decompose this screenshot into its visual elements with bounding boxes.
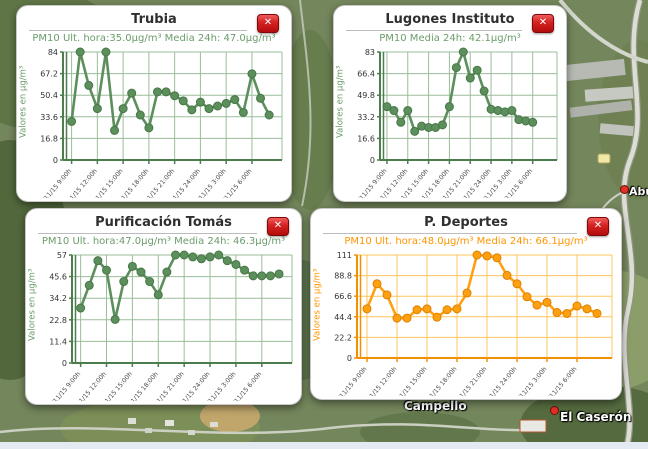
chart-subtitle: PM10 Ult. hora:47.0µg/m³ Media 24h: 46.3…	[41, 236, 286, 247]
close-icon: ✕	[263, 17, 273, 28]
pm10-line-chart: 0 16.6 33.2 49.8 66.4 83 18/11/15 9:00h 18/11/1…	[346, 46, 561, 212]
svg-text:18/11/15 9:00h: 18/11/15 9:00h	[332, 366, 368, 396]
svg-text:66.6: 66.6	[334, 292, 352, 301]
map-label-el-caseron: El Caserón	[560, 410, 632, 424]
svg-text:0: 0	[62, 359, 67, 368]
svg-text:18/11/15 9:00h: 18/11/15 9:00h	[37, 168, 73, 198]
svg-text:83: 83	[365, 48, 375, 57]
title-separator	[346, 30, 522, 31]
close-button[interactable]: ✕	[532, 14, 554, 33]
station-panel-lugones-instituto: Lugones Instituto ✕ PM10 Media 24h: 42.1…	[333, 5, 567, 212]
svg-text:18/11/15 9:00h: 18/11/15 9:00h	[46, 371, 82, 401]
svg-text:34.2: 34.2	[49, 294, 67, 303]
svg-text:49.8: 49.8	[357, 91, 375, 100]
station-panel-p-deportes: P. Deportes ✕ PM10 Ult. hora:48.0µg/m³ M…	[310, 208, 622, 410]
close-icon: ✕	[273, 220, 283, 231]
svg-text:67.2: 67.2	[40, 70, 58, 79]
close-icon: ✕	[593, 220, 603, 231]
panel-title: Trubia	[131, 12, 177, 27]
panel-title: P. Deportes	[424, 215, 508, 230]
close-button[interactable]: ✕	[267, 217, 289, 236]
svg-text:111: 111	[337, 251, 352, 260]
svg-text:33.6: 33.6	[40, 113, 58, 122]
panel-title: Lugones Instituto	[385, 12, 515, 27]
map-marker-dot[interactable]	[550, 406, 559, 415]
svg-text:57: 57	[57, 251, 67, 260]
map-label-abu: Abu	[629, 185, 648, 198]
map-label-campello: Campello	[404, 399, 467, 413]
svg-text:11.4: 11.4	[49, 337, 67, 346]
pm10-line-chart: 0 11.4 22.8 34.2 45.6 57 18/11/15 9:00h 18/11/1…	[38, 249, 296, 415]
svg-text:88.8: 88.8	[334, 272, 352, 281]
svg-text:16.8: 16.8	[40, 134, 58, 143]
chart-subtitle: PM10 Ult. hora:35.0µg/m³ Media 24h: 47.0…	[32, 33, 276, 44]
chart-subtitle: PM10 Ult. hora:48.0µg/m³ Media 24h: 66.1…	[344, 236, 588, 247]
map-marker-dot[interactable]	[620, 185, 629, 194]
svg-text:44.4: 44.4	[334, 313, 352, 322]
pm10-line-chart: 0 22.2 44.4 66.6 88.8 111 18/11/15 9:00h 18/11/…	[323, 249, 616, 410]
svg-text:16.6: 16.6	[357, 134, 375, 143]
panel-title: Purificación Tomás	[95, 215, 232, 230]
svg-text:66.4: 66.4	[357, 70, 375, 79]
close-button[interactable]: ✕	[257, 14, 279, 33]
station-panel-purificacion-tomas: Purificación Tomás ✕ PM10 Ult. hora:47.0…	[25, 208, 302, 415]
chart-subtitle: PM10 Media 24h: 42.1µg/m³	[379, 33, 521, 44]
svg-text:22.8: 22.8	[49, 316, 67, 325]
bottom-strip	[0, 442, 648, 449]
title-separator	[38, 233, 257, 234]
title-separator	[323, 233, 577, 234]
svg-text:45.6: 45.6	[49, 273, 67, 282]
svg-text:0: 0	[347, 354, 352, 363]
svg-text:0: 0	[370, 156, 375, 165]
title-separator	[29, 30, 247, 31]
svg-text:33.2: 33.2	[357, 113, 375, 122]
close-button[interactable]: ✕	[587, 217, 609, 236]
svg-text:0: 0	[53, 156, 58, 165]
svg-text:50.4: 50.4	[40, 91, 58, 100]
svg-text:22.2: 22.2	[334, 333, 352, 342]
svg-text:84: 84	[48, 48, 58, 57]
close-icon: ✕	[538, 17, 548, 28]
station-panel-trubia: Trubia ✕ PM10 Ult. hora:35.0µg/m³ Media …	[16, 5, 292, 212]
pm10-line-chart: 0 16.8 33.6 50.4 67.2 84 18/11/15 9:00h 18/11/1…	[29, 46, 286, 212]
